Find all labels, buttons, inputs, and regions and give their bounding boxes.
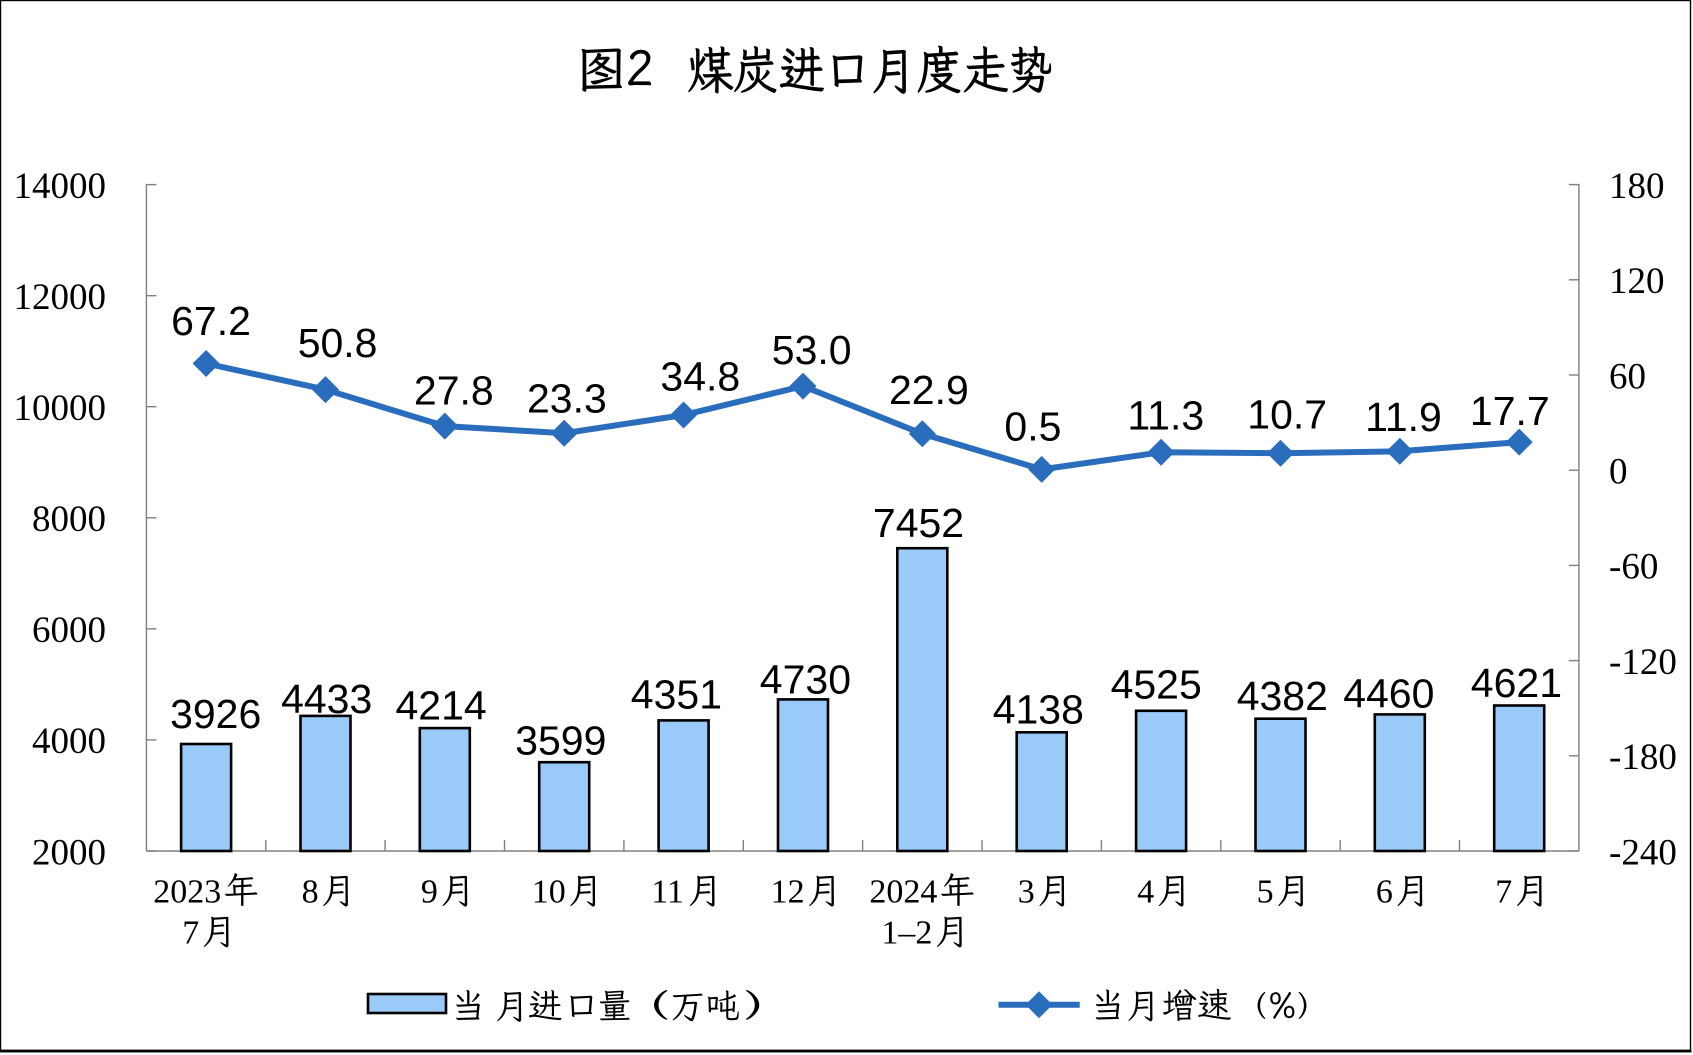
- svg-text:180: 180: [1609, 166, 1665, 207]
- svg-text:14000: 14000: [14, 166, 107, 207]
- svg-text:12000: 12000: [14, 277, 107, 318]
- svg-text:4214: 4214: [395, 683, 486, 729]
- svg-text:17.7: 17.7: [1470, 388, 1550, 434]
- svg-text:4525: 4525: [1111, 662, 1202, 708]
- svg-text:3599: 3599: [515, 718, 606, 764]
- svg-text:4: 4: [1137, 874, 1154, 911]
- svg-text:4351: 4351: [631, 671, 722, 717]
- svg-text:4382: 4382: [1237, 673, 1328, 719]
- svg-text:-240: -240: [1609, 832, 1677, 873]
- svg-text:5: 5: [1257, 874, 1274, 911]
- svg-text:4138: 4138: [993, 687, 1084, 733]
- svg-text:4621: 4621: [1471, 660, 1562, 706]
- svg-text:7: 7: [1495, 874, 1512, 911]
- svg-text:4730: 4730: [760, 657, 851, 703]
- svg-text:6: 6: [1376, 874, 1393, 911]
- svg-text:2023: 2023: [153, 874, 221, 911]
- svg-text:6000: 6000: [32, 610, 106, 651]
- svg-text:50.8: 50.8: [298, 320, 378, 366]
- svg-text:60: 60: [1609, 356, 1646, 397]
- svg-text:1–2: 1–2: [881, 915, 932, 952]
- svg-text:3926: 3926: [170, 691, 261, 737]
- svg-text:10000: 10000: [14, 388, 107, 429]
- svg-text:4000: 4000: [32, 721, 106, 762]
- svg-text:7: 7: [182, 915, 199, 952]
- svg-text:2000: 2000: [32, 832, 106, 873]
- svg-text:3: 3: [1018, 874, 1035, 911]
- svg-text:11: 11: [651, 874, 684, 911]
- svg-text:11.9: 11.9: [1365, 394, 1442, 440]
- svg-text:10.7: 10.7: [1247, 392, 1327, 438]
- svg-text:10: 10: [532, 874, 566, 911]
- svg-text:27.8: 27.8: [414, 368, 494, 414]
- svg-text:53.0: 53.0: [772, 327, 852, 373]
- svg-text:2024: 2024: [869, 874, 937, 911]
- svg-text:34.8: 34.8: [660, 354, 740, 400]
- svg-text:12: 12: [771, 874, 805, 911]
- svg-text:8000: 8000: [32, 499, 106, 540]
- svg-text:4433: 4433: [281, 676, 372, 722]
- svg-text:9: 9: [421, 874, 438, 911]
- svg-text:120: 120: [1609, 261, 1665, 302]
- svg-text:-120: -120: [1609, 642, 1677, 683]
- svg-text:4460: 4460: [1343, 671, 1434, 717]
- svg-text:23.3: 23.3: [527, 375, 607, 421]
- svg-text:67.2: 67.2: [171, 298, 251, 344]
- svg-text:8: 8: [302, 874, 319, 911]
- svg-text:-180: -180: [1609, 737, 1677, 778]
- svg-text:-60: -60: [1609, 547, 1658, 588]
- svg-text:22.9: 22.9: [889, 367, 969, 413]
- svg-text:0.5: 0.5: [1004, 403, 1061, 449]
- svg-text:11.3: 11.3: [1127, 393, 1204, 439]
- svg-text:0: 0: [1609, 452, 1628, 493]
- svg-text:7452: 7452: [873, 500, 964, 546]
